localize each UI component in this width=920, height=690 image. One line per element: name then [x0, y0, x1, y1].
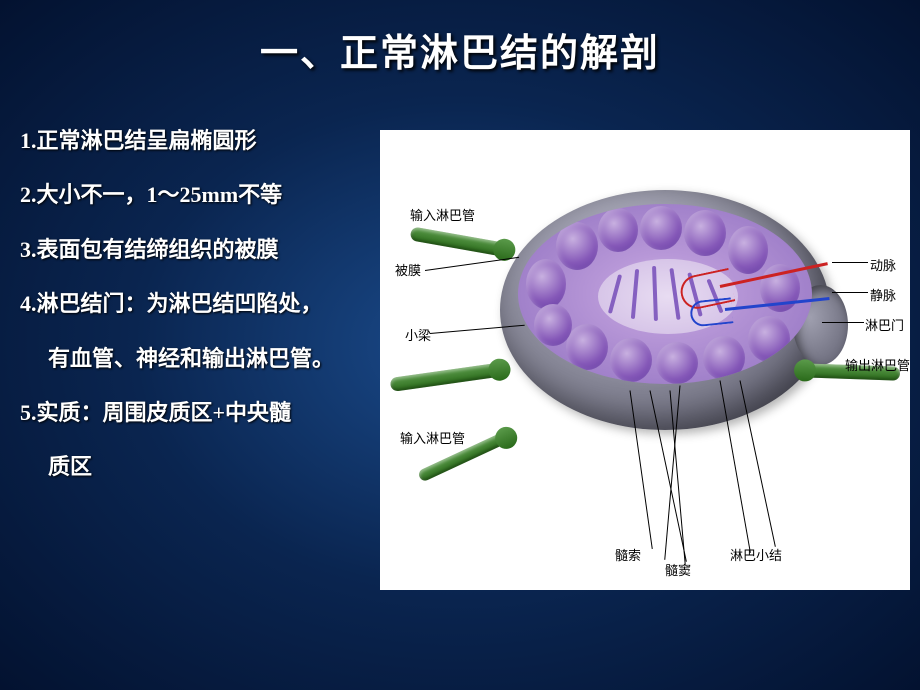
afferent-vessel-icon: [410, 226, 511, 257]
lymph-node-diagram: 输入淋巴管 被膜 小梁 输入淋巴管 动脉 静脉 淋巴门 输出淋巴管 髓索 髓窦 …: [380, 130, 910, 590]
label-efferent: 输出淋巴管: [845, 355, 910, 374]
follicle-icon: [728, 226, 768, 274]
cut-surface: [518, 204, 812, 384]
lymph-node-body: [500, 190, 830, 430]
leader-line: [822, 322, 864, 323]
leader-line: [832, 262, 868, 263]
follicle-icon: [598, 208, 638, 252]
follicle-icon: [526, 259, 566, 309]
follicle-icon: [566, 324, 608, 370]
label-afferent-top: 输入淋巴管: [410, 205, 475, 224]
point-1: 1.正常淋巴结呈扁椭圆形: [20, 117, 400, 165]
page-title: 一、正常淋巴结的解剖: [0, 0, 920, 77]
follicle-icon: [556, 222, 598, 270]
follicle-icon: [534, 304, 572, 346]
point-2: 2.大小不一，1～25mm不等: [20, 171, 400, 219]
label-sinus: 髓窦: [665, 560, 691, 579]
follicle-icon: [703, 336, 745, 380]
label-artery: 动脉: [870, 255, 896, 274]
follicle-icon: [610, 338, 652, 382]
follicle-icon: [656, 342, 698, 384]
point-4-cont: 有血管、神经和输出淋巴管。: [20, 335, 400, 383]
follicle-icon: [640, 206, 682, 250]
afferent-vessel-icon: [390, 362, 506, 392]
follicle-icon: [684, 210, 726, 256]
label-vein: 静脉: [870, 285, 896, 304]
point-4: 4.淋巴结门：为淋巴结凹陷处，: [20, 280, 400, 328]
point-3: 3.表面包有结缔组织的被膜: [20, 226, 400, 274]
label-cord: 髓索: [615, 545, 641, 564]
label-nodule: 淋巴小结: [730, 545, 782, 564]
follicle-icon: [748, 316, 790, 362]
label-hilum: 淋巴门: [865, 315, 904, 334]
label-afferent-bot: 输入淋巴管: [400, 428, 465, 447]
point-5-cont: 质区: [20, 443, 400, 491]
bullet-list: 1.正常淋巴结呈扁椭圆形 2.大小不一，1～25mm不等 3.表面包有结缔组织的…: [20, 117, 400, 498]
label-trabecula: 小梁: [405, 325, 431, 344]
point-5: 5.实质：周围皮质区+中央髓: [20, 389, 400, 437]
label-capsule: 被膜: [395, 260, 421, 279]
leader-line: [832, 292, 868, 293]
